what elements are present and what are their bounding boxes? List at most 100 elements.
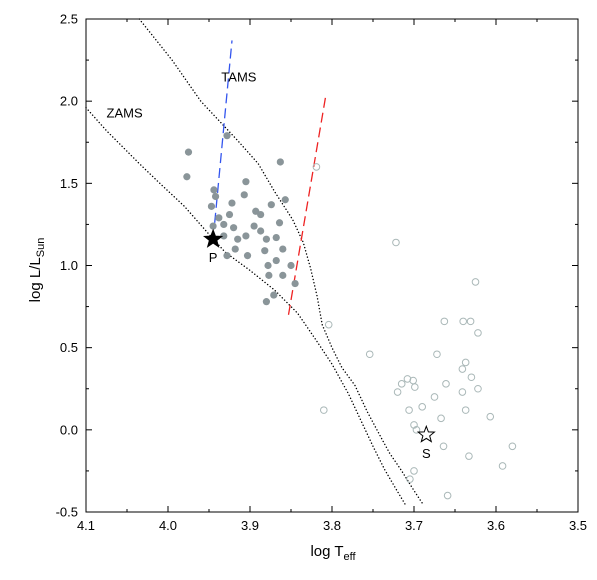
- x-tick-label: 3.6: [487, 518, 505, 533]
- open-data-point: [498, 462, 507, 470]
- open-data-point: [466, 317, 475, 326]
- open-data-point: [486, 412, 495, 421]
- points-layer: [183, 132, 517, 500]
- zams-track-curve: [85, 107, 407, 507]
- open-data-point: [465, 452, 473, 460]
- curves-layer: [85, 18, 425, 507]
- open-data-point: [443, 491, 452, 500]
- open-data-point: [474, 384, 482, 393]
- open-data-point: [418, 403, 427, 411]
- open-data-point: [392, 238, 400, 247]
- open-data-point: [403, 375, 412, 383]
- filled-data-point: [242, 178, 250, 186]
- filled-data-point: [279, 271, 287, 279]
- open-data-point: [461, 406, 470, 414]
- filled-data-point: [291, 279, 299, 288]
- filled-data-point: [183, 173, 191, 181]
- filled-data-point: [230, 224, 238, 232]
- zams-label: ZAMS: [107, 106, 143, 121]
- y-tick-label: 1.5: [60, 176, 78, 191]
- y-tick-label: 0.5: [60, 340, 78, 355]
- open-data-point: [411, 383, 419, 391]
- axis-ticks: 4.1 4.0 3.9 3.8 3.7 3.6 3.5 -0.5 0.0 0.5 1.0 1.5 2.0…: [56, 12, 587, 534]
- filled-data-point: [220, 232, 228, 240]
- open-data-point: [409, 376, 417, 385]
- filled-data-point: [272, 233, 280, 242]
- filled-data-point: [220, 220, 228, 229]
- open-data-point: [440, 317, 449, 326]
- annotations: P S TAMS ZAMS: [107, 69, 436, 461]
- filled-data-point: [231, 245, 239, 253]
- red-dashed-line: [287, 97, 327, 315]
- open-data-point: [406, 475, 414, 483]
- x-tick-label: 4.0: [159, 518, 177, 533]
- filled-data-point: [240, 191, 248, 199]
- y-tick-label: 2.0: [60, 94, 78, 109]
- open-data-point: [461, 358, 470, 367]
- star-s-label: S: [422, 446, 431, 461]
- open-data-point: [430, 393, 439, 401]
- filled-data-point: [275, 219, 284, 227]
- filled-data-point: [270, 291, 278, 299]
- open-data-point: [393, 388, 402, 396]
- open-data-point: [320, 406, 328, 414]
- open-data-point: [437, 414, 445, 423]
- open-data-point: [442, 380, 450, 388]
- x-axis-title: log Teff: [310, 543, 356, 563]
- open-data-point: [439, 442, 448, 451]
- y-tick-label: 2.5: [60, 12, 78, 27]
- filled-data-point: [261, 247, 269, 255]
- filled-data-point: [279, 245, 287, 253]
- x-tick-label: 3.5: [569, 518, 587, 533]
- open-data-point: [471, 278, 480, 286]
- tams-label: TAMS: [221, 69, 256, 84]
- star-s-marker: [416, 424, 436, 443]
- star-p-label: P: [209, 250, 218, 265]
- open-data-point: [508, 442, 517, 451]
- open-data-point: [467, 373, 476, 382]
- filled-data-point: [184, 148, 193, 156]
- plot-border: [85, 18, 579, 513]
- y-axis-title: log L/LSun: [27, 238, 47, 303]
- open-data-point: [459, 317, 468, 326]
- filled-data-point: [281, 196, 289, 204]
- open-data-point: [474, 329, 482, 337]
- filled-data-point: [223, 132, 231, 140]
- filled-data-point: [210, 186, 218, 194]
- x-tick-label: 3.9: [241, 518, 259, 533]
- filled-data-point: [265, 271, 273, 279]
- x-tick-label: 3.7: [405, 518, 423, 533]
- filled-data-point: [262, 298, 270, 306]
- open-data-point: [365, 350, 374, 359]
- open-data-point: [433, 350, 441, 359]
- filled-data-point: [228, 199, 236, 207]
- blue-dashed-line: [214, 40, 233, 223]
- filled-data-point: [287, 261, 295, 270]
- filled-data-point: [264, 261, 272, 270]
- star-p-marker: [203, 228, 224, 248]
- filled-data-point: [207, 202, 216, 210]
- open-data-point: [312, 163, 321, 171]
- filled-data-point: [276, 158, 284, 166]
- open-data-point: [324, 320, 333, 329]
- filled-data-point: [211, 192, 220, 201]
- filled-data-point: [243, 252, 252, 260]
- filled-data-point: [234, 235, 242, 243]
- x-tick-label: 4.1: [77, 518, 95, 533]
- filled-data-point: [257, 227, 265, 235]
- filled-data-point: [209, 222, 217, 230]
- tams-track-curve: [138, 18, 425, 507]
- y-tick-label: 0.0: [60, 422, 78, 437]
- y-tick-label: 1.0: [60, 258, 78, 273]
- open-data-point: [397, 380, 406, 388]
- open-data-point: [458, 365, 467, 373]
- y-tick-label: -0.5: [56, 505, 78, 520]
- open-data-point: [405, 406, 413, 414]
- filled-data-point: [272, 256, 280, 265]
- filled-data-point: [250, 222, 258, 230]
- filled-data-point: [225, 210, 234, 219]
- filled-data-point: [267, 201, 275, 209]
- filled-data-point: [215, 214, 223, 222]
- open-data-point: [410, 467, 418, 475]
